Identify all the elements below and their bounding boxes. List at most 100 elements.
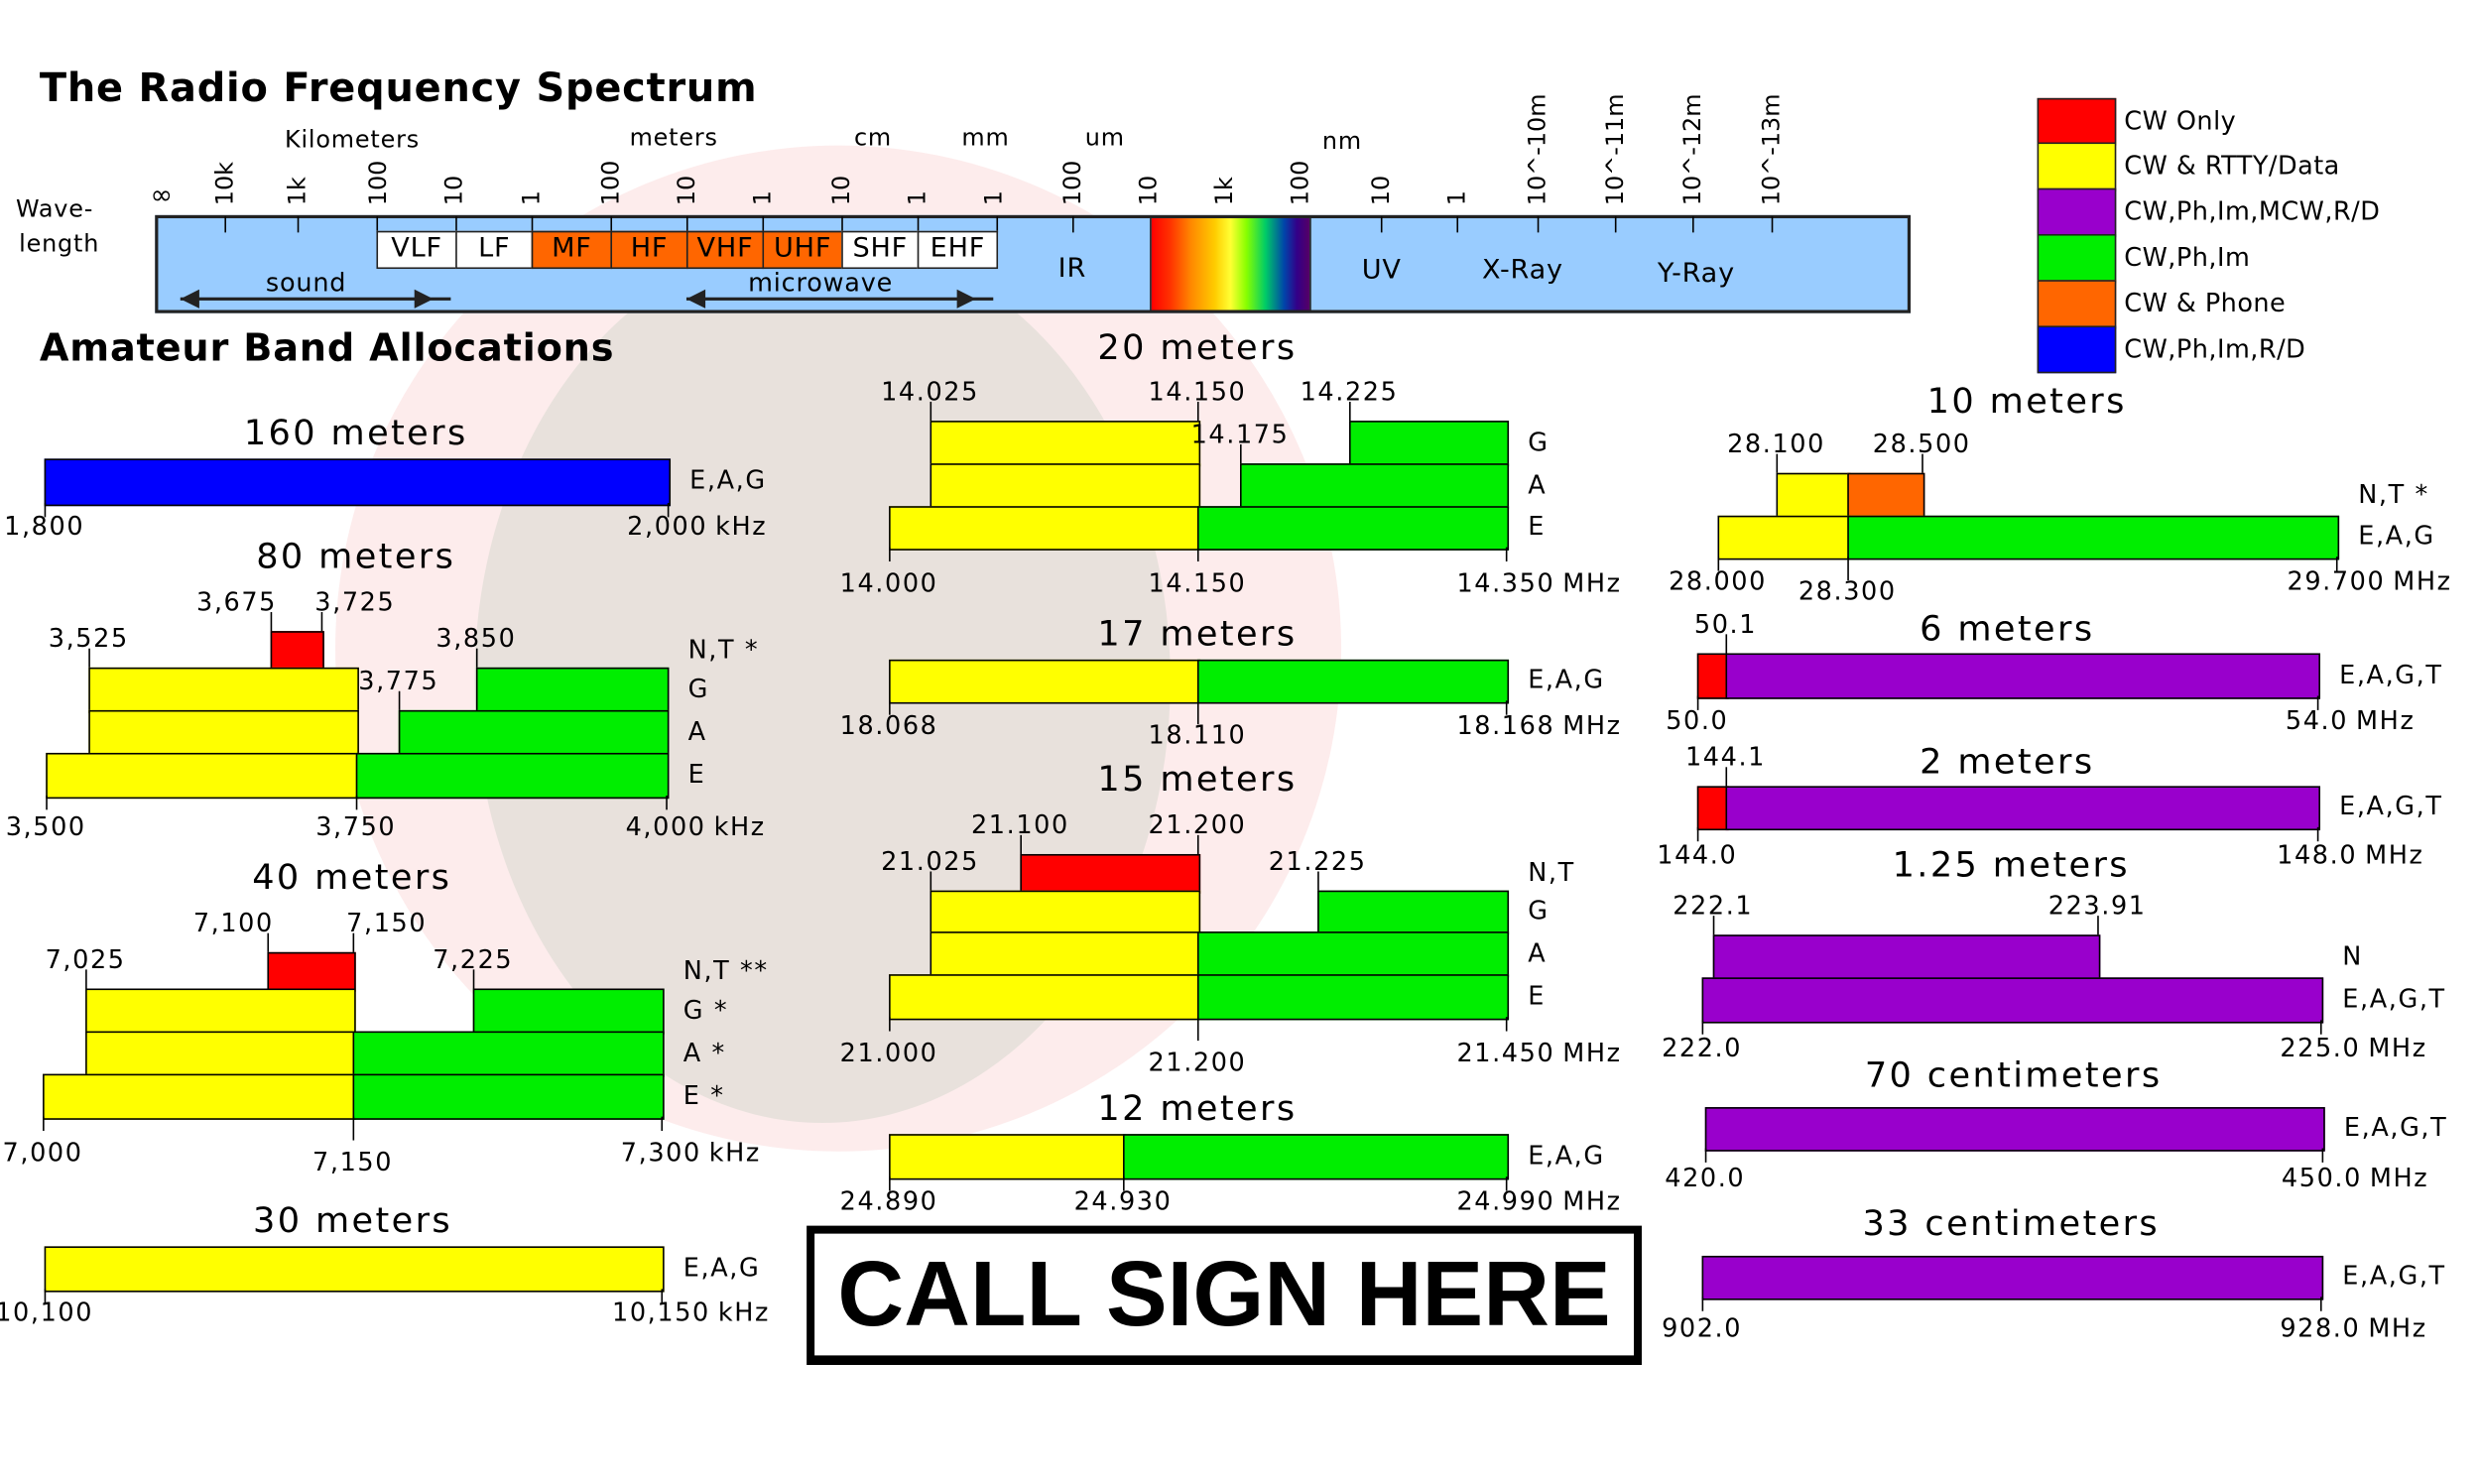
band-segment-cw_data [930, 931, 1200, 977]
top-frequency-label: 21.225 [1268, 846, 1367, 877]
top-tick [1020, 834, 1022, 854]
license-class-label: E,A,G,T [2342, 982, 2446, 1014]
bottom-frequency-label: 18.068 [839, 709, 938, 741]
band-end-label: 4,000 kHz [626, 812, 766, 842]
top-frequency-label: 7,225 [433, 943, 514, 975]
band-segment-cw_data [1717, 515, 1850, 559]
frequency-unit: MHz [1562, 709, 1622, 741]
frequency-unit: kHz [715, 510, 768, 542]
band-segment-cw_ph_im [352, 1073, 664, 1120]
bottom-tick [46, 795, 48, 810]
band-segment-cw [267, 951, 355, 991]
band-end-label: 14.350 MHz [1456, 567, 1622, 598]
top-frequency-label: 50.1 [1693, 608, 1758, 640]
top-tick [472, 969, 475, 989]
bottom-tick [44, 1289, 47, 1303]
wavelength-tick [1692, 216, 1694, 233]
bottom-frequency-label: 10,100 [0, 1297, 94, 1327]
license-class-label: N,T * [2358, 478, 2429, 509]
wavelength-label-2: length [19, 229, 100, 258]
bottom-tick [1196, 700, 1199, 725]
band-segment-cw_data [43, 1073, 355, 1120]
wavelength-tick [1380, 216, 1383, 233]
license-class-label: N,T ** [682, 954, 769, 985]
band-segment-mcw [1704, 1107, 2324, 1151]
bottom-tick [2321, 1148, 2324, 1163]
license-class-label: G [1528, 895, 1550, 926]
sound-arrow-right-icon [414, 289, 434, 309]
band-title: 70 centimeters [1864, 1056, 2163, 1096]
bottom-frequency-label: 928.0 [2280, 1312, 2361, 1343]
wavelength-tick-label: ∞ [150, 180, 174, 212]
band-segment-cw_data [889, 1134, 1126, 1179]
wavelength-tick-label: 10 [1134, 175, 1163, 206]
band-segment-mcw [1701, 977, 2323, 1023]
unit-label: meters [629, 123, 718, 153]
band-title: 17 meters [1097, 615, 1298, 656]
top-tick [930, 401, 932, 422]
top-frequency-label: 7,025 [45, 943, 126, 975]
band-segment-cw_ph_im [352, 1031, 664, 1076]
visible-light-spectrum [1150, 218, 1311, 310]
band-divider [376, 216, 379, 233]
legend-label-cw_data: CW & RTTY/Data [2124, 150, 2340, 181]
band-title: 160 meters [243, 414, 468, 454]
section-title: Amateur Band Allocations [39, 325, 615, 371]
license-class-label: E,A,G [682, 1251, 761, 1283]
band-end-label: 450.0 MHz [2282, 1164, 2428, 1192]
band-title: 6 meters [1920, 610, 2095, 651]
band-end-label: 225.0 MHz [2280, 1034, 2426, 1063]
bottom-tick [1505, 700, 1508, 715]
bottom-tick [1123, 1176, 1125, 1191]
license-class-label: N,T [1528, 856, 1575, 887]
band-segment-cw [1696, 653, 1728, 698]
legend-swatch-mcw [2037, 187, 2117, 237]
bottom-frequency-label: 50.0 [1666, 705, 1729, 736]
bottom-frequency-label: 14.150 [1148, 567, 1247, 598]
frequency-unit: MHz [2393, 565, 2452, 597]
legend-swatch-cw_ph_im_rd [2037, 325, 2117, 373]
top-frequency-label: 222.1 [1673, 890, 1754, 921]
band-segment-cw_data [88, 667, 359, 713]
bottom-frequency-label: 2,000 [627, 510, 708, 542]
legend-swatch-cw_data [2037, 142, 2117, 191]
band-end-label: 29.700 MHz [2288, 567, 2452, 596]
bottom-frequency-label: 144.0 [1657, 839, 1738, 870]
microwave-arrow-left-icon [685, 289, 706, 309]
top-tick [1196, 834, 1199, 854]
band-box-lf: LF [455, 230, 534, 270]
wavelength-tick-label: 100 [1057, 160, 1087, 206]
unit-label: um [1084, 123, 1125, 153]
unit-label: Kilometers [284, 124, 420, 154]
band-segment-mcw [1712, 934, 2100, 980]
call-sign-text: CALL SIGN HERE [837, 1243, 1611, 1346]
bottom-tick [666, 795, 668, 810]
top-frequency-label: 21.200 [1148, 809, 1247, 840]
bottom-frequency-label: 1,800 [4, 510, 85, 542]
bottom-tick [1696, 695, 1699, 710]
band-end-label: 21.450 MHz [1456, 1039, 1621, 1068]
bottom-frequency-label: 21.200 [1148, 1047, 1247, 1077]
legend-label-cw_phone: CW & Phone [2124, 288, 2287, 318]
top-frequency-label: 7,100 [192, 908, 274, 938]
bottom-frequency-label: 21.000 [839, 1037, 938, 1068]
top-tick [1712, 916, 1715, 935]
wavelength-tick-label: 1k [1209, 177, 1239, 206]
band-title: 30 meters [253, 1201, 453, 1242]
band-divider [685, 216, 688, 233]
microwave-arrow-right-icon [956, 289, 976, 309]
band-box-ehf: EHF [917, 230, 999, 270]
band-segment-cw_data [930, 463, 1200, 509]
band-box-hf: HF [610, 230, 688, 270]
band-box-mf: MF [531, 230, 613, 270]
frequency-unit: MHz [2356, 705, 2416, 736]
top-frequency-label: 14.025 [881, 376, 979, 407]
top-frequency-label: 28.100 [1727, 429, 1825, 459]
frequency-unit: MHz [1562, 567, 1622, 598]
wavelength-tick-label: 1 [1442, 190, 1471, 206]
bottom-frequency-label: 3,750 [315, 810, 397, 842]
band-segment-cw [270, 631, 324, 671]
top-tick [1240, 444, 1242, 464]
top-tick [1725, 767, 1728, 787]
sound-arrow-left-icon [180, 289, 199, 309]
